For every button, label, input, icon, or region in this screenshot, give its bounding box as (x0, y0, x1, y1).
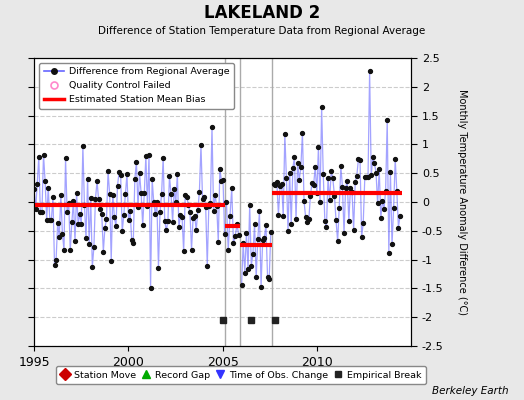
Legend: Station Move, Record Gap, Time of Obs. Change, Empirical Break: Station Move, Record Gap, Time of Obs. C… (56, 366, 426, 384)
Text: LAKELAND 2: LAKELAND 2 (204, 4, 320, 22)
Y-axis label: Monthly Temperature Anomaly Difference (°C): Monthly Temperature Anomaly Difference (… (457, 89, 467, 315)
Text: Berkeley Earth: Berkeley Earth (432, 386, 508, 396)
Text: Difference of Station Temperature Data from Regional Average: Difference of Station Temperature Data f… (99, 26, 425, 36)
Legend: Difference from Regional Average, Quality Control Failed, Estimated Station Mean: Difference from Regional Average, Qualit… (39, 63, 234, 109)
